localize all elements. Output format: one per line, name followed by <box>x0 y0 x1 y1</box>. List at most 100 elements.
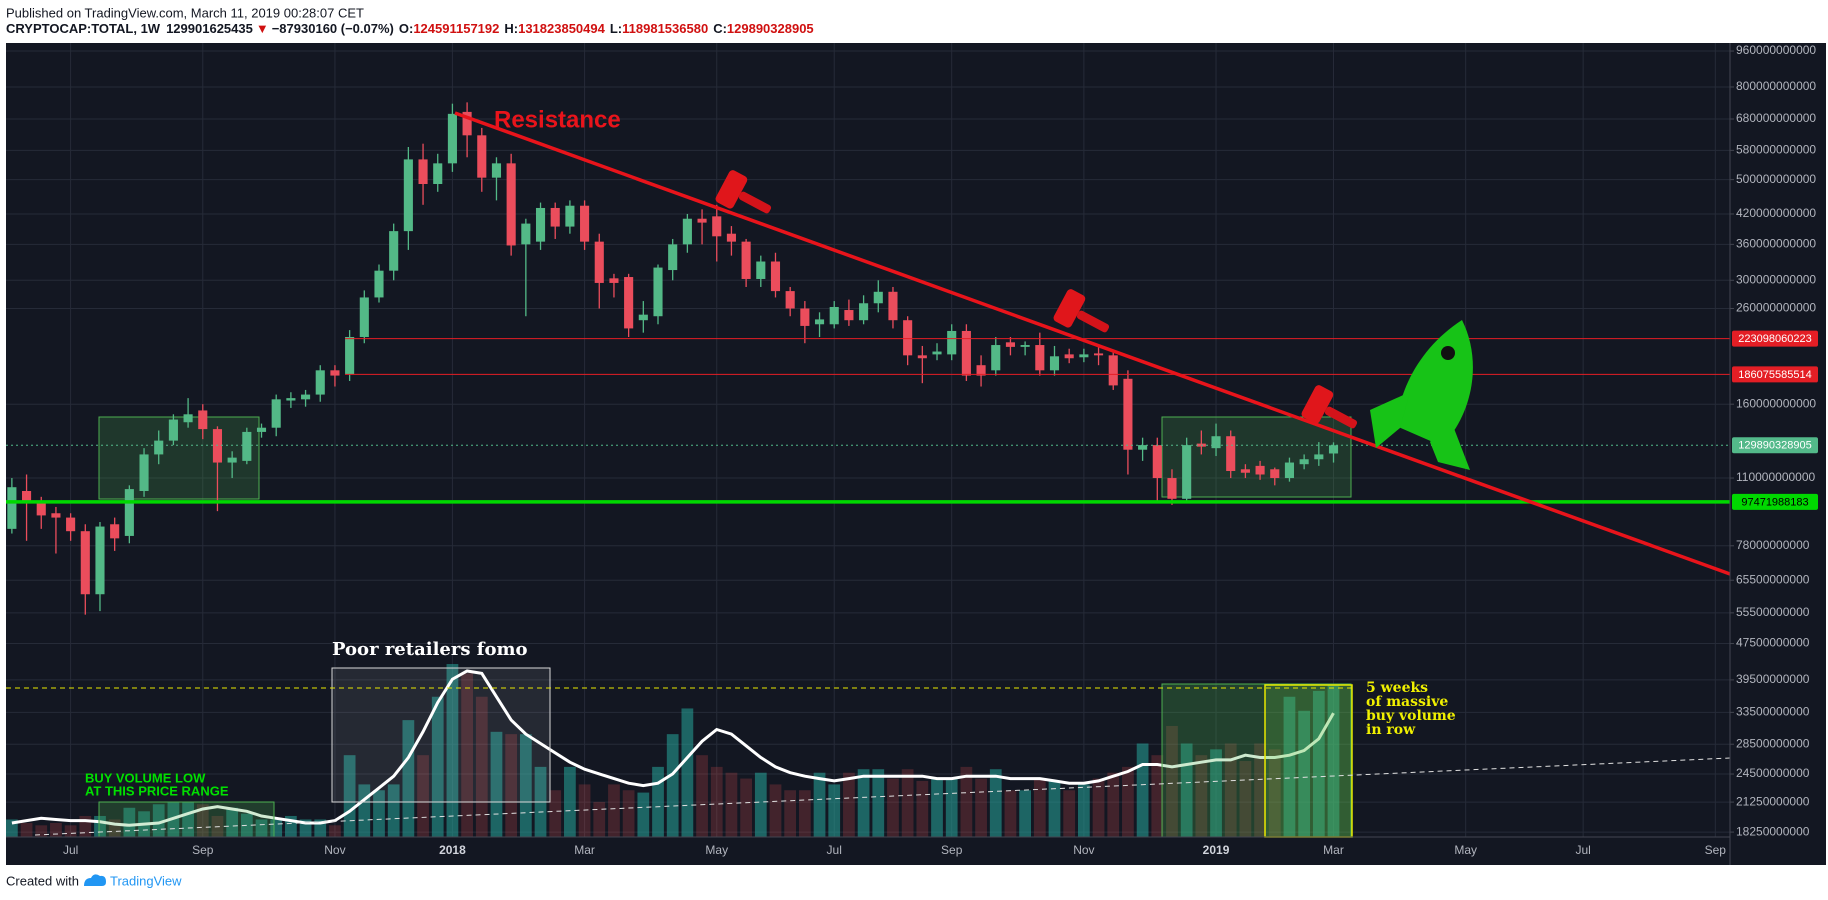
volume-bar <box>417 755 429 837</box>
volume-bar <box>475 696 488 837</box>
rocket-fin <box>1370 392 1410 448</box>
candle-body <box>1328 445 1339 454</box>
last-price: 129901625435 <box>166 21 253 36</box>
volume-bar <box>725 772 738 837</box>
volume-bar <box>1151 755 1164 837</box>
volume-bar <box>94 815 106 837</box>
gavel-handle <box>738 191 772 214</box>
candle-body <box>433 163 443 184</box>
volume-bar <box>387 784 400 837</box>
x-tick-label: May <box>1454 843 1477 857</box>
volume-bar <box>769 784 782 837</box>
candle-body <box>477 135 487 178</box>
volume-bar <box>798 790 811 837</box>
y-tick-label: 500000000000 <box>1736 172 1816 186</box>
volume-bar <box>79 815 92 837</box>
candle-body <box>1093 353 1104 356</box>
y-tick-label: 420000000000 <box>1736 206 1816 220</box>
axes: 960000000000 800000000000 680000000000 5800… <box>63 43 1818 857</box>
volume-bar <box>108 819 121 837</box>
candle-body <box>1299 459 1309 465</box>
y-tick-label: 580000000000 <box>1736 143 1816 157</box>
volume-bar <box>240 813 253 837</box>
y-tick-label: 24500000000 <box>1736 766 1810 780</box>
candle-body <box>418 159 428 184</box>
candle-body <box>1108 355 1118 386</box>
x-tick-label: Mar <box>574 843 595 857</box>
candle-body <box>785 291 795 309</box>
volume-bar <box>975 778 987 837</box>
candle-body <box>1152 445 1162 479</box>
x-tick-label: Jul <box>827 843 842 857</box>
candle-body <box>829 306 839 325</box>
candle-body <box>1211 436 1221 449</box>
volume-bar <box>843 772 855 837</box>
annotation-fomo: Poor retailers fomo <box>332 639 528 660</box>
volume-bar <box>270 819 283 837</box>
candle-body <box>374 270 384 298</box>
gavel-head <box>715 170 748 209</box>
candle-body <box>1167 478 1177 499</box>
volume-bar <box>446 664 459 837</box>
volume-bar <box>872 769 885 837</box>
volume-bar <box>64 825 77 837</box>
gavel-icon <box>715 170 772 214</box>
candle-body <box>66 517 76 532</box>
x-tick-label: Sep <box>1705 843 1727 857</box>
high-value: 131823850494 <box>518 21 606 36</box>
candle-body <box>888 291 898 321</box>
rocket-icon <box>1370 320 1473 470</box>
gavel-handle <box>1324 406 1358 429</box>
candle-body <box>844 310 854 321</box>
y-tick-label: 800000000000 <box>1736 79 1816 93</box>
candle-body <box>976 365 986 376</box>
volume-bar <box>1224 743 1237 837</box>
volume-bar <box>1268 749 1281 837</box>
volume-bar <box>35 825 48 837</box>
fomo-box <box>331 667 551 803</box>
volume-bar <box>549 790 562 837</box>
annotation-five-weeks: in row <box>1366 722 1416 738</box>
volume-bar <box>1033 778 1046 837</box>
gavel-head <box>1301 385 1334 424</box>
y-tick-label: 110000000000 <box>1736 470 1816 484</box>
volume-trend-line <box>34 757 1731 836</box>
price-tag-label: 223098060223 <box>1738 333 1811 345</box>
candle-body <box>697 218 707 223</box>
price-tag <box>1732 366 1818 383</box>
price-tag <box>1732 493 1818 510</box>
high-label: H: <box>504 21 518 36</box>
volume-bar <box>960 766 973 837</box>
y-tick-label: 28500000000 <box>1736 736 1810 750</box>
volume-bar <box>299 819 312 837</box>
candle-body <box>286 398 296 401</box>
volume-bar <box>6 819 18 837</box>
y-tick-label: 260000000000 <box>1736 301 1816 315</box>
candle-body <box>506 163 516 246</box>
candle-body <box>1182 445 1192 499</box>
low-value: 118981536580 <box>622 21 708 36</box>
x-tick-label: Jul <box>1575 843 1590 857</box>
candle-body <box>800 308 810 326</box>
candle-body <box>139 454 149 491</box>
grid <box>6 43 1730 837</box>
volume-bar <box>1019 790 1032 837</box>
gavel-icon <box>1053 289 1110 333</box>
volume-bar <box>123 807 136 837</box>
candle-body <box>726 233 736 242</box>
volume-bar <box>740 778 752 837</box>
candle-body <box>301 394 311 400</box>
volume-bar <box>945 778 958 837</box>
candle-body <box>22 490 32 503</box>
annotation-five-weeks: 5 weeks <box>1366 680 1428 696</box>
y-tick-label: 360000000000 <box>1736 237 1816 251</box>
candle-body <box>638 314 648 321</box>
y-tick-label: 300000000000 <box>1736 272 1816 286</box>
candle-body <box>242 431 252 461</box>
price-tag <box>1732 330 1818 347</box>
volume-bar <box>1136 743 1149 837</box>
x-tick-label: Nov <box>1073 843 1094 857</box>
volume-bar <box>1077 784 1090 837</box>
annotation-five-weeks: buy volume <box>1366 708 1456 724</box>
candle-body <box>741 241 751 279</box>
